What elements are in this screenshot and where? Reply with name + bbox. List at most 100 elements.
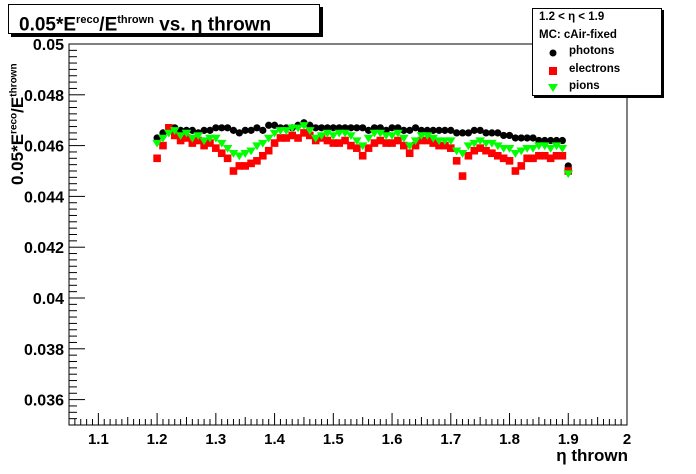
pions-point <box>216 139 227 148</box>
electrons-point <box>482 146 490 155</box>
pions-point <box>422 132 433 141</box>
photons-point <box>423 126 431 134</box>
electrons-point <box>212 144 220 152</box>
pions-point <box>487 139 497 148</box>
electrons-point <box>417 136 426 145</box>
photons-point <box>270 121 279 129</box>
pions-point <box>199 137 209 146</box>
pions-point <box>352 137 362 146</box>
photons-point <box>523 134 531 142</box>
pions-point <box>316 132 327 141</box>
electrons-point <box>264 146 273 155</box>
electrons-point <box>552 151 561 160</box>
electrons-point <box>270 139 279 147</box>
photons-point <box>347 124 355 132</box>
photons-point <box>341 124 349 132</box>
photons-point <box>494 129 502 137</box>
data-points <box>152 119 574 180</box>
photons-point <box>329 124 337 132</box>
y-axis-label: 0.05*Ereco/Ethrown <box>8 63 27 185</box>
electrons-point <box>370 139 379 147</box>
x-tick-label: 1.5 <box>323 431 344 448</box>
x-tick-label: 2 <box>623 431 631 448</box>
electrons-point <box>435 141 443 150</box>
electrons-point <box>464 151 473 160</box>
electrons-point <box>229 167 238 175</box>
electrons-point <box>200 141 208 150</box>
electrons-point <box>176 136 185 145</box>
pions-point <box>404 142 415 151</box>
electrons-point <box>546 154 555 163</box>
photons-point <box>406 126 414 134</box>
electrons-point <box>253 157 261 165</box>
electrons-point <box>288 131 296 140</box>
pions-point <box>181 129 192 138</box>
pions-point <box>211 134 221 143</box>
electrons-point <box>394 136 402 145</box>
x-tick-label: 1.3 <box>205 431 226 448</box>
pions-point <box>445 137 456 146</box>
electrons-point <box>505 157 514 165</box>
photons-point <box>464 129 473 137</box>
electrons-point <box>159 141 167 150</box>
pions-point <box>545 144 556 153</box>
electrons-point <box>493 151 502 160</box>
photons-point <box>159 129 167 137</box>
legend-header-eta-range: 1.2 < η < 1.9 <box>539 11 605 23</box>
photons-point <box>188 126 196 134</box>
electrons-point <box>206 139 214 147</box>
pions-point <box>222 144 233 153</box>
x-tick-label: 1.2 <box>147 431 168 448</box>
photons-point <box>241 126 249 134</box>
pions-point <box>299 122 309 130</box>
axis-ticks <box>68 43 628 426</box>
pions-point <box>510 150 521 158</box>
photons-point <box>476 126 484 134</box>
pions-point <box>451 147 462 156</box>
electrons-point <box>335 139 343 147</box>
y-tick-label: 0.038 <box>24 342 64 359</box>
electrons-point <box>235 162 244 170</box>
photons-point <box>470 126 478 134</box>
electrons-point <box>511 167 520 175</box>
pions-point <box>340 129 350 138</box>
electrons-point <box>194 136 203 145</box>
pions-point <box>263 134 274 143</box>
pions-point <box>563 170 574 179</box>
pions-point <box>258 139 268 148</box>
electrons-point <box>153 154 161 163</box>
pions-point <box>363 134 374 143</box>
electrons-point <box>247 159 255 168</box>
photons-point <box>200 126 208 134</box>
electrons-point <box>558 151 567 160</box>
photons-point <box>394 124 402 132</box>
electrons-point <box>329 139 338 147</box>
photons-point <box>447 126 455 134</box>
electrons-point <box>458 172 467 180</box>
pions-point <box>305 127 315 135</box>
electrons-point <box>306 131 314 140</box>
x-axis-label: η thrown <box>556 446 628 465</box>
photons-point <box>247 126 255 134</box>
pions-point <box>492 142 503 151</box>
photons-point <box>429 126 437 134</box>
photons-point <box>323 124 332 132</box>
photons-point <box>547 136 555 145</box>
electrons-point <box>376 136 385 145</box>
pions-point <box>228 150 239 158</box>
photons-point <box>441 126 449 134</box>
pions-point <box>281 127 292 135</box>
electrons-point <box>276 134 285 142</box>
pions-point <box>240 150 251 158</box>
y-tick-label: 0.042 <box>24 240 64 257</box>
photons-point <box>511 134 519 142</box>
photons-point <box>500 131 508 140</box>
electrons-point <box>241 162 250 170</box>
photons-point <box>370 124 379 132</box>
photons-point <box>382 126 390 134</box>
pions-point <box>175 132 186 141</box>
photons-point <box>453 129 461 137</box>
electrons-point <box>540 151 549 160</box>
photons-point <box>153 134 161 142</box>
